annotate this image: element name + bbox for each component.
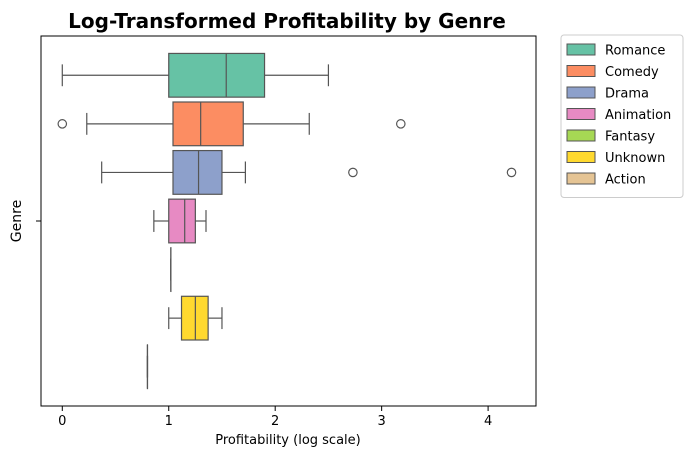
legend-label: Drama	[605, 87, 649, 102]
legend-label: Animation	[605, 108, 671, 123]
box-iqr	[168, 198, 196, 244]
legend-swatch	[566, 108, 596, 120]
legend-swatch	[566, 129, 596, 142]
x-axis: 0 1 2 3 4	[58, 406, 492, 429]
legend-swatch	[566, 65, 596, 77]
box-animation	[153, 198, 207, 244]
x-tick-label: 3	[378, 414, 386, 429]
x-tick-label: 4	[484, 414, 492, 429]
x-tick-label: 1	[165, 414, 173, 429]
plot-area	[57, 52, 517, 390]
box-comedy	[57, 101, 406, 147]
legend-swatch	[566, 151, 596, 163]
y-axis-label: Genre	[9, 200, 25, 242]
legend-item-romance: Romance	[566, 43, 665, 59]
legend-item-action: Action	[566, 172, 646, 188]
box-iqr	[168, 52, 266, 98]
box-romance	[61, 52, 330, 98]
legend-swatch	[566, 172, 596, 185]
legend-item-fantasy: Fantasy	[566, 129, 655, 145]
x-axis-label: Profitability (log scale)	[215, 433, 360, 448]
x-tick-label: 0	[58, 414, 66, 429]
legend-item-animation: Animation	[566, 108, 671, 123]
box-drama	[101, 149, 517, 195]
legend-label: Action	[605, 173, 646, 188]
legend-swatch	[566, 86, 596, 99]
legend-label: Unknown	[605, 151, 665, 166]
legend-item-unknown: Unknown	[566, 151, 665, 166]
legend-item-comedy: Comedy	[566, 65, 659, 80]
x-tick-label: 2	[271, 414, 279, 429]
legend-item-drama: Drama	[566, 86, 649, 102]
outlier-point	[506, 167, 517, 178]
chart-title: Log-Transformed Profitability by Genre	[68, 9, 506, 33]
legend-label: Comedy	[605, 65, 659, 80]
outlier-point	[57, 119, 68, 129]
legend-swatch	[566, 43, 596, 56]
box-iqr	[172, 149, 223, 195]
legend-label: Fantasy	[605, 130, 655, 145]
legend: Romance Comedy Drama Animation Fantasy Unknow…	[560, 34, 684, 198]
outlier-point	[396, 119, 406, 129]
outlier-point	[348, 167, 358, 178]
box-iqr	[172, 101, 244, 147]
plot-frame	[40, 35, 537, 407]
box-unknown	[168, 295, 223, 341]
legend-label: Romance	[605, 44, 665, 59]
